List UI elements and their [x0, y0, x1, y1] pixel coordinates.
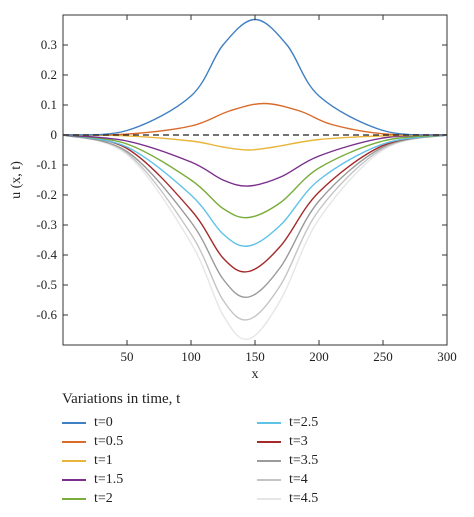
legend-swatch: [257, 441, 281, 443]
series-line-t-3: [62, 134, 448, 273]
series-line-t-1: [62, 134, 448, 151]
legend-label: t=1.5: [94, 472, 124, 487]
legend-swatch: [62, 441, 86, 443]
series-line-t-1-5: [62, 134, 448, 187]
legend-item: t=0.5: [62, 434, 123, 450]
legend-label: t=0: [94, 415, 113, 430]
legend-item: t=2.5: [257, 415, 318, 431]
y-axis-title: u (x, t): [9, 161, 24, 199]
y-tick-label: -0.1: [36, 157, 57, 172]
plot-frame: [62, 14, 448, 346]
series-line-t-2-5: [62, 134, 448, 247]
legend-label: t=0.5: [94, 434, 124, 449]
legend-title: Variations in time, t: [62, 391, 181, 407]
y-tick-label: -0.3: [36, 217, 57, 232]
legend-swatch: [257, 460, 281, 462]
legend-label: t=2: [94, 491, 113, 506]
legend-label: t=4.5: [289, 491, 319, 506]
y-tick-label: 0.3: [41, 37, 57, 52]
legend-item: t=0: [62, 415, 113, 431]
legend-label: t=1: [94, 453, 113, 468]
legend-swatch: [62, 422, 86, 424]
y-tick-label: -0.5: [36, 277, 57, 292]
legend-item: t=4: [257, 472, 308, 488]
legend-item: t=2: [62, 491, 113, 507]
legend: t=0 t=0.5 t=1 t=1.5 t=2 t=2.5 t=3 t=3.5 t=4 t=4.5: [62, 415, 452, 507]
legend-item: t=1.5: [62, 472, 123, 488]
series-line-t-4: [62, 134, 448, 321]
x-tick-label: 150: [245, 349, 265, 364]
y-tick-label: -0.2: [36, 187, 57, 202]
x-tick-label: 50: [121, 349, 134, 364]
legend-item: t=3.5: [257, 453, 318, 469]
legend-swatch: [257, 479, 281, 481]
legend-swatch: [62, 498, 86, 500]
y-tick-label: -0.4: [36, 247, 57, 262]
legend-item: t=1: [62, 453, 113, 469]
legend-label: t=4: [289, 472, 308, 487]
x-axis-title: x: [252, 367, 259, 382]
legend-item: t=3: [257, 434, 308, 450]
y-tick-label: 0.1: [41, 97, 57, 112]
y-tick-label: 0.2: [41, 67, 57, 82]
y-axis: 0.3 0.2 0.1 0 -0.1 -0.2 -0.3 -0.4 -0.5 -0.6: [36, 37, 447, 322]
plot-area: [62, 18, 448, 341]
series-line-t-0-5: [62, 102, 448, 136]
y-tick-label: -0.6: [36, 307, 57, 322]
legend-swatch: [257, 498, 281, 500]
x-tick-label: 300: [437, 349, 457, 364]
legend-label: t=2.5: [289, 415, 319, 430]
legend-label: t=3.5: [289, 453, 319, 468]
x-axis: 50 100 150 200 250 300: [121, 15, 457, 364]
x-tick-label: 100: [181, 349, 201, 364]
x-tick-label: 200: [309, 349, 329, 364]
series-line-t-0: [62, 18, 448, 136]
x-tick-label: 250: [373, 349, 393, 364]
series-line-t-2: [62, 134, 448, 219]
legend-item: t=4.5: [257, 491, 318, 507]
y-tick-label: 0: [51, 127, 58, 142]
legend-swatch: [62, 479, 86, 481]
series-line-t-4-5: [62, 134, 448, 341]
legend-label: t=3: [289, 434, 308, 449]
legend-swatch: [257, 422, 281, 424]
legend-swatch: [62, 460, 86, 462]
series-line-t-3-5: [62, 134, 448, 299]
line-chart: 0.3 0.2 0.1 0 -0.1 -0.2 -0.3 -0.4 -0.5 -0.6 50 100…: [9, 14, 457, 382]
